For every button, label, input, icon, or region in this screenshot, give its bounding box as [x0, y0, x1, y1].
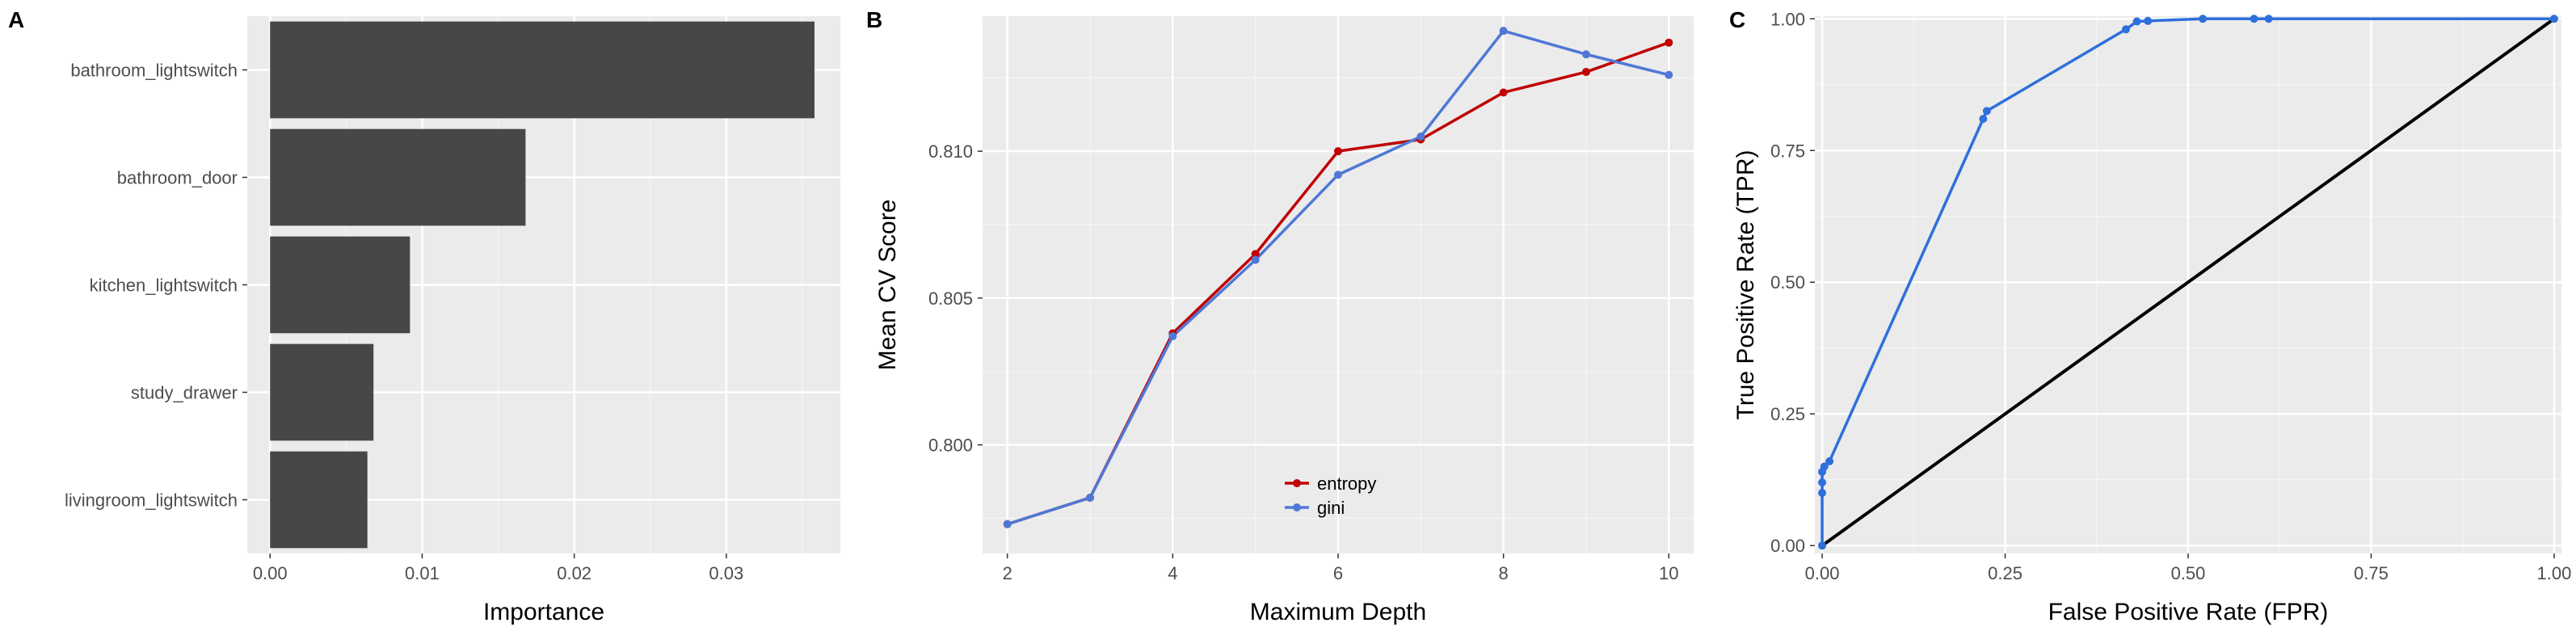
data-point-gini — [1416, 132, 1425, 141]
data-point-gini — [1334, 170, 1342, 179]
roc-point — [2250, 15, 2258, 23]
category-label: bathroom_door — [117, 168, 238, 188]
y-tick-label: 0.25 — [1770, 404, 1805, 424]
importance-bar-chart: 0.00 0.01 0.02 0.03 bathroom_lightswitchbath… — [65, 16, 840, 625]
y-tick-label: 0.75 — [1770, 141, 1805, 161]
x-tick-label: 0.50 — [2171, 563, 2206, 583]
legend-label-gini: gini — [1317, 498, 1345, 518]
category-label: kitchen_lightswitch — [90, 276, 238, 296]
roc-point — [2132, 17, 2141, 26]
x-tick-label: 0.01 — [405, 563, 440, 583]
importance-bar — [270, 343, 374, 441]
y-tick-label: 0.800 — [928, 436, 973, 456]
data-point-entropy — [1581, 68, 1590, 77]
x-tick-label: 2 — [1003, 563, 1012, 583]
x-axis-title: False Positive Rate (FPR) — [2048, 599, 2329, 625]
roc-point — [1825, 457, 1834, 465]
data-point-entropy — [1665, 38, 1673, 47]
category-label: bathroom_lightswitch — [70, 61, 238, 81]
data-point-gini — [1003, 520, 1012, 528]
x-tick-label: 0.75 — [2354, 563, 2389, 583]
data-point-gini — [1499, 27, 1508, 36]
roc-point — [2144, 16, 2153, 25]
y-tick-label: 0.00 — [1770, 536, 1805, 556]
roc-point — [1818, 489, 1827, 498]
data-point-gini — [1665, 70, 1673, 79]
y-tick-label: 0.50 — [1770, 272, 1805, 293]
y-axis-title: True Positive Rate (TPR) — [1732, 150, 1759, 420]
importance-bar — [270, 236, 410, 334]
panel-letter-c: C — [1729, 7, 1745, 32]
roc-point — [2264, 15, 2273, 23]
data-point-gini — [1168, 332, 1177, 341]
x-tick-label: 0.02 — [557, 563, 591, 583]
roc-curve-chart: 0.00 0.25 0.50 0.75 1.00 0.00 0.25 0.50 0.75 1.00… — [1732, 9, 2571, 625]
roc-point — [1818, 541, 1827, 550]
category-label: study_drawer — [131, 383, 238, 403]
data-point-entropy — [1499, 88, 1508, 97]
panel-letter-b: B — [866, 7, 882, 32]
data-point-gini — [1581, 50, 1590, 59]
x-tick-label: 6 — [1333, 563, 1343, 583]
legend-key-point-gini — [1293, 503, 1301, 511]
legend-key-point-entropy — [1293, 479, 1301, 487]
importance-bar — [270, 21, 815, 119]
category-label: livingroom_lightswitch — [65, 490, 238, 511]
roc-point — [2199, 15, 2208, 23]
x-tick-label: 1.00 — [2537, 563, 2572, 583]
y-axis-title: Mean CV Score — [874, 200, 901, 371]
x-tick-label: 0.00 — [1805, 563, 1840, 583]
roc-point — [1818, 478, 1827, 486]
x-tick-label: 10 — [1659, 563, 1678, 583]
x-tick-label: 0.00 — [253, 563, 288, 583]
legend-label-entropy: entropy — [1317, 474, 1376, 494]
x-tick-label: 8 — [1499, 563, 1509, 583]
cv-score-line-chart: 2 4 6 8 10 0.800 0.805 0.810 entropy gini Maximum … — [874, 16, 1694, 625]
x-tick-label: 0.25 — [1988, 563, 2022, 583]
reference-diagonal-line — [1820, 17, 2556, 547]
x-axis-title: Maximum Depth — [1250, 599, 1426, 625]
roc-point — [2122, 25, 2130, 34]
x-tick-label: 4 — [1168, 563, 1177, 583]
x-axis-title: Importance — [483, 599, 604, 625]
importance-bar — [270, 451, 368, 549]
data-point-gini — [1251, 255, 1260, 264]
roc-point — [2549, 15, 2558, 23]
roc-point — [1820, 462, 1829, 471]
panel-letter-a: A — [8, 7, 24, 32]
y-tick-label: 0.805 — [928, 288, 973, 309]
importance-bar — [270, 128, 526, 226]
x-tick-label: 0.03 — [709, 563, 743, 583]
y-tick-label: 0.810 — [928, 141, 973, 162]
y-tick-label: 1.00 — [1770, 9, 1805, 29]
data-point-gini — [1086, 493, 1095, 502]
roc-point — [1979, 115, 1988, 124]
data-point-entropy — [1334, 147, 1342, 156]
data-point-entropy — [1251, 250, 1260, 259]
roc-point — [1982, 107, 1991, 116]
